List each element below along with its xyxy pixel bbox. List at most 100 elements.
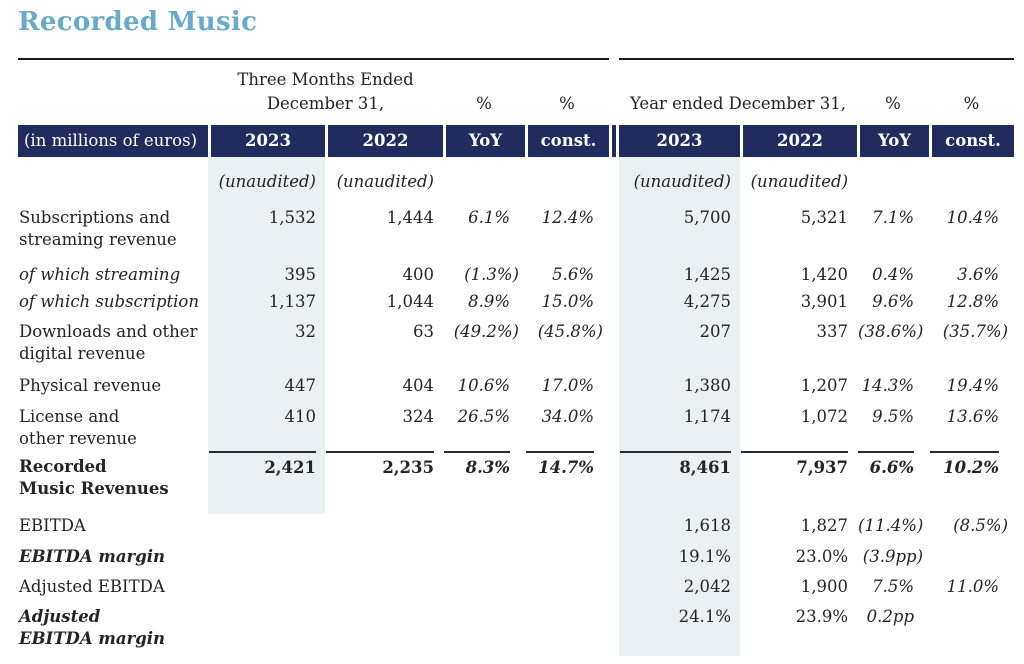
col-header-y-const: const. [929, 125, 1015, 157]
value-cell: 1,137 [208, 290, 325, 320]
sum-rule-line [326, 451, 434, 453]
row-label-cell: Subscriptions and streaming revenue [19, 208, 177, 249]
sum-rule-line [620, 451, 731, 453]
row-label-cell: Adjusted EBITDA [19, 577, 165, 596]
pct-cell: (11.4%) [858, 516, 924, 535]
period-header-row: Three Months Ended December 31, % % Year… [18, 58, 1015, 125]
value-cell: 3,901 [800, 292, 849, 311]
unaudited-row: (unaudited) (unaudited) (unaudited) (unaudi… [18, 157, 1014, 206]
pct-cell: 26.5% [457, 407, 510, 426]
value-cell [208, 545, 325, 575]
pct-header-year-const: % [929, 58, 1015, 125]
pct-cell: 10.4% [946, 208, 1000, 227]
pct-cell: (8.5%) [953, 516, 1009, 535]
row-label-header: (in millions of euros) [18, 125, 208, 157]
pct-cell: 10.2% [929, 450, 1014, 514]
section-gap-cell [609, 545, 619, 575]
sum-rule-line [930, 451, 1000, 453]
section-gap-cell [609, 206, 619, 263]
row-label-cell: EBITDA [19, 516, 86, 535]
section-gap-cell [609, 263, 619, 290]
col-header-y-2022: 2022 [740, 125, 858, 157]
pct-cell: (1.3%) [464, 265, 519, 284]
value-cell: 2,421 [208, 450, 325, 514]
pct-cell: 7.5% [872, 577, 915, 596]
table-row: Recorded Music Revenues 2,421 2,235 8.3% 14.… [18, 450, 1014, 514]
section-gap-cell [609, 514, 619, 545]
sum-rule-line [741, 451, 849, 453]
pct-cell: 10.6% [457, 376, 510, 395]
pct-cell: 17.0% [541, 376, 594, 395]
value-cell: 207 [619, 320, 740, 374]
unaudited-cell: (unaudited) [619, 157, 740, 206]
value-cell: 63 [413, 322, 434, 341]
value-cell: 1,618 [619, 514, 740, 545]
value-cell: 404 [402, 376, 435, 395]
section-gap-cell [609, 405, 619, 450]
report-page: Recorded Music Three Months Ended Decemb… [0, 6, 1024, 656]
value-cell: 5,700 [619, 206, 740, 263]
pct-cell: 9.6% [872, 292, 915, 311]
unaudited-cell: (unaudited) [208, 157, 325, 206]
unaudited-cell: (unaudited) [750, 172, 849, 191]
value-cell: 19.1% [619, 545, 740, 575]
col-header-q-2022: 2022 [325, 125, 443, 157]
value-cell [208, 514, 325, 545]
table-row: EBITDA 1,618 1,827 (11.4%) (8.5%) [18, 514, 1014, 545]
value-cell [325, 605, 443, 656]
table-row: of which subscription 1,137 1,044 8.9% 15.0%… [18, 290, 1014, 320]
column-header-row: (in millions of euros) 2023 2022 YoY con… [18, 125, 1015, 157]
section-gap-cell [609, 157, 619, 206]
row-label-cell [18, 157, 208, 206]
table-row: EBITDA margin 19.1% 23.0% (3.9pp) [18, 545, 1014, 575]
value-cell [325, 575, 443, 605]
section-gap-cell [609, 575, 619, 605]
section-gap-cell [609, 374, 619, 405]
value-cell: 5,321 [800, 208, 849, 227]
table-row: Adjusted EBITDA margin 24.1% 23.9% 0.2pp [18, 605, 1014, 656]
pct-header-quarter-const: % [525, 58, 609, 125]
pct-cell: (45.8%) [537, 322, 603, 341]
table-row: Downloads and other digital revenue 32 63 (… [18, 320, 1014, 374]
unaudited-cell: (unaudited) [336, 172, 434, 191]
pct-cell: (38.6%) [858, 322, 924, 341]
value-cell: 1,900 [800, 577, 849, 596]
page-title: Recorded Music [18, 7, 258, 37]
value-cell: 337 [816, 322, 849, 341]
pct-cell [443, 157, 525, 206]
section-gap-cell [609, 320, 619, 374]
value-cell: 2,235 [325, 450, 443, 514]
pct-header-quarter-yoy: % [443, 58, 525, 125]
value-cell: 1,044 [386, 292, 434, 311]
value-cell: 23.9% [795, 607, 849, 626]
value-cell: 7,937 [740, 450, 857, 514]
row-label-cell: Adjusted EBITDA margin [19, 607, 166, 648]
row-label-cell: Recorded Music Revenues [19, 457, 169, 498]
pct-cell: 7.1% [872, 208, 915, 227]
col-header-y-yoy: YoY [857, 125, 930, 157]
pct-cell: 8.9% [468, 292, 510, 311]
value-cell: 324 [402, 407, 435, 426]
pct-cell: 5.6% [552, 265, 594, 284]
value-cell: 1,827 [800, 516, 849, 535]
pct-cell: (3.9pp) [862, 547, 924, 566]
header-spacer [18, 58, 208, 125]
pct-cell [929, 157, 1014, 206]
section-gap-cell [609, 605, 619, 656]
pct-cell [525, 605, 609, 656]
pct-cell [443, 545, 525, 575]
row-label-cell: Physical revenue [19, 376, 162, 395]
table-row: Physical revenue 447 404 10.6% 17.0% 1,380 1,2… [18, 374, 1014, 405]
pct-cell [525, 514, 609, 545]
value-cell [325, 514, 443, 545]
col-header-q-const: const. [525, 125, 609, 157]
pct-cell [525, 545, 609, 575]
pct-cell: 34.0% [541, 407, 594, 426]
row-label-cell: of which subscription [19, 292, 199, 311]
pct-cell [525, 575, 609, 605]
pct-cell: 11.0% [946, 577, 1000, 596]
sum-rule-line [526, 451, 594, 453]
row-label-cell: EBITDA margin [19, 547, 166, 566]
pct-cell [857, 157, 929, 206]
pct-cell [443, 514, 525, 545]
